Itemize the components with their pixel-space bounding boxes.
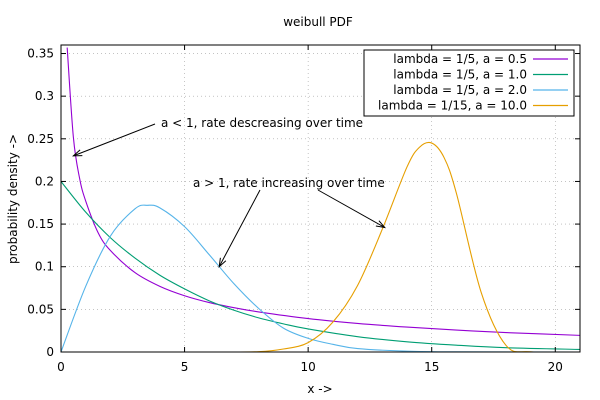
y-tick-label: 0.2 (35, 174, 54, 188)
annotation-increasing-arrow-2 (317, 189, 386, 228)
legend: lambda = 1/5, a = 0.5 lambda = 1/5, a = 1… (363, 49, 575, 117)
y-tick-label: 0.25 (27, 132, 54, 146)
annotation-increasing-arrow-1-head (218, 257, 227, 269)
annotation-decreasing-label: a < 1, rate descreasing over time (161, 116, 363, 130)
y-tick-label: 0.35 (27, 47, 54, 61)
axis-ticks: 0 5 10 15 20 0 0.05 0.1 0.15 0.2 0.25 0.3 0.35 (27, 45, 580, 374)
x-tick-label: 10 (301, 360, 316, 374)
y-tick-label: 0.1 (35, 260, 54, 274)
x-tick-label: 20 (548, 360, 563, 374)
y-tick-label: 0 (46, 345, 54, 359)
legend-label: lambda = 1/5, a = 0.5 (393, 52, 527, 66)
x-tick-label: 15 (424, 360, 439, 374)
series-line-2 (61, 181, 580, 350)
series-line-1 (66, 47, 580, 336)
annotation-increasing-label: a > 1, rate increasing over time (193, 176, 385, 190)
annotation-increasing-arrow-1 (218, 189, 261, 267)
annotations: a < 1, rate descreasing over time a > 1, … (71, 116, 387, 269)
y-tick-label: 0.3 (35, 89, 54, 103)
curves (61, 47, 580, 352)
legend-label: lambda = 1/15, a = 10.0 (378, 99, 527, 113)
annotation-decreasing-arrow-head (71, 149, 83, 157)
y-tick-label: 0.15 (27, 217, 54, 231)
series-line-4 (221, 141, 580, 352)
plot-frame (60, 44, 581, 353)
y-axis-label: probability density -> (6, 134, 20, 264)
series-line-3 (61, 204, 580, 352)
x-tick-label: 0 (57, 360, 65, 374)
y-tick-label: 0.05 (27, 302, 54, 316)
annotation-increasing-arrow-2-head (375, 220, 387, 229)
chart-title: weibull PDF (283, 15, 353, 29)
x-tick-label: 5 (181, 360, 189, 374)
legend-label: lambda = 1/5, a = 1.0 (393, 68, 527, 82)
annotation-decreasing-arrow (73, 123, 156, 157)
x-axis-label: x -> (307, 382, 332, 396)
legend-label: lambda = 1/5, a = 2.0 (393, 83, 527, 97)
